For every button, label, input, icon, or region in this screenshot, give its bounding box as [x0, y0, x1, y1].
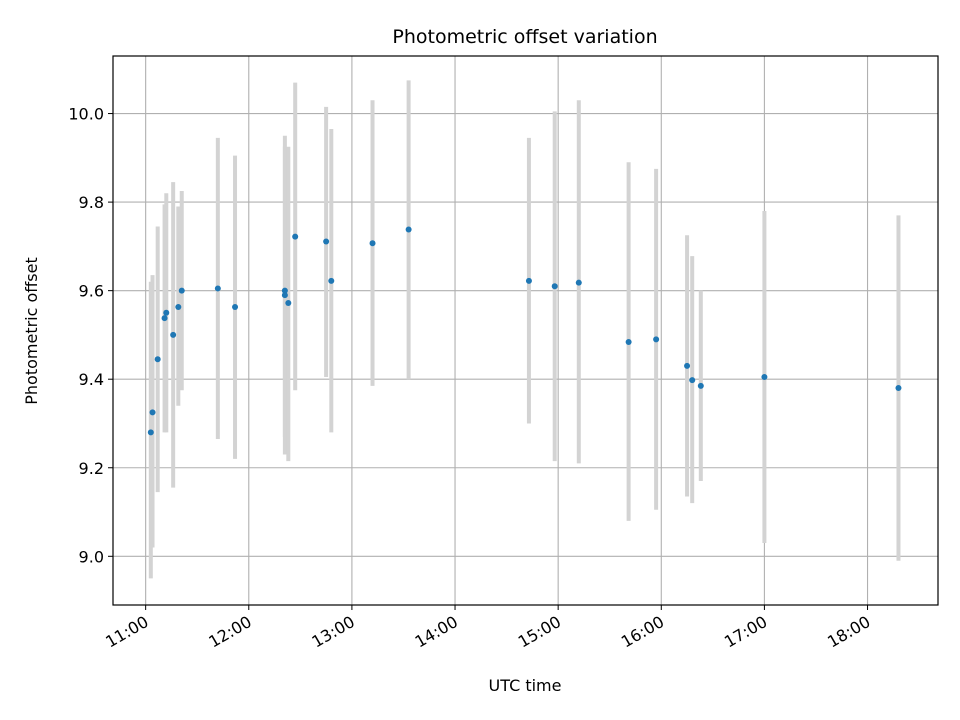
y-tick-label: 9.2	[79, 459, 104, 478]
y-tick-label: 9.8	[79, 193, 104, 212]
data-point	[525, 277, 532, 284]
data-point	[154, 356, 161, 363]
data-points	[147, 226, 902, 436]
data-point	[178, 287, 185, 294]
data-point	[761, 373, 768, 380]
data-point	[214, 285, 221, 292]
data-point	[161, 315, 168, 322]
chart-title: Photometric offset variation	[392, 26, 657, 48]
data-point	[328, 277, 335, 284]
data-point	[163, 309, 170, 316]
data-point	[285, 300, 292, 307]
data-point	[625, 339, 632, 346]
y-axis-label: Photometric offset	[22, 257, 41, 405]
y-tick-label: 9.6	[79, 282, 104, 301]
data-point	[653, 336, 660, 343]
data-point	[684, 362, 691, 369]
y-axis-ticks: 9.0 9.2 9.4 9.6 9.8 10.0	[68, 105, 113, 566]
data-point	[369, 240, 376, 247]
data-point	[292, 233, 299, 240]
grid-lines	[113, 56, 938, 605]
data-point	[895, 385, 902, 392]
y-tick-label: 10.0	[68, 105, 104, 124]
data-point	[405, 226, 412, 233]
x-axis-label: UTC time	[489, 676, 562, 695]
data-point	[551, 283, 558, 290]
data-point	[575, 279, 582, 286]
y-tick-label: 9.4	[79, 370, 104, 389]
data-point	[175, 304, 182, 311]
plot-frame	[112, 55, 939, 606]
data-point	[232, 304, 239, 311]
data-point	[281, 292, 288, 299]
data-point	[697, 382, 704, 389]
data-point	[149, 409, 156, 416]
data-point	[281, 287, 288, 294]
data-point	[147, 429, 154, 436]
data-point	[170, 331, 177, 338]
data-point	[689, 377, 696, 384]
y-tick-label: 9.0	[79, 547, 104, 566]
data-point	[323, 238, 330, 245]
